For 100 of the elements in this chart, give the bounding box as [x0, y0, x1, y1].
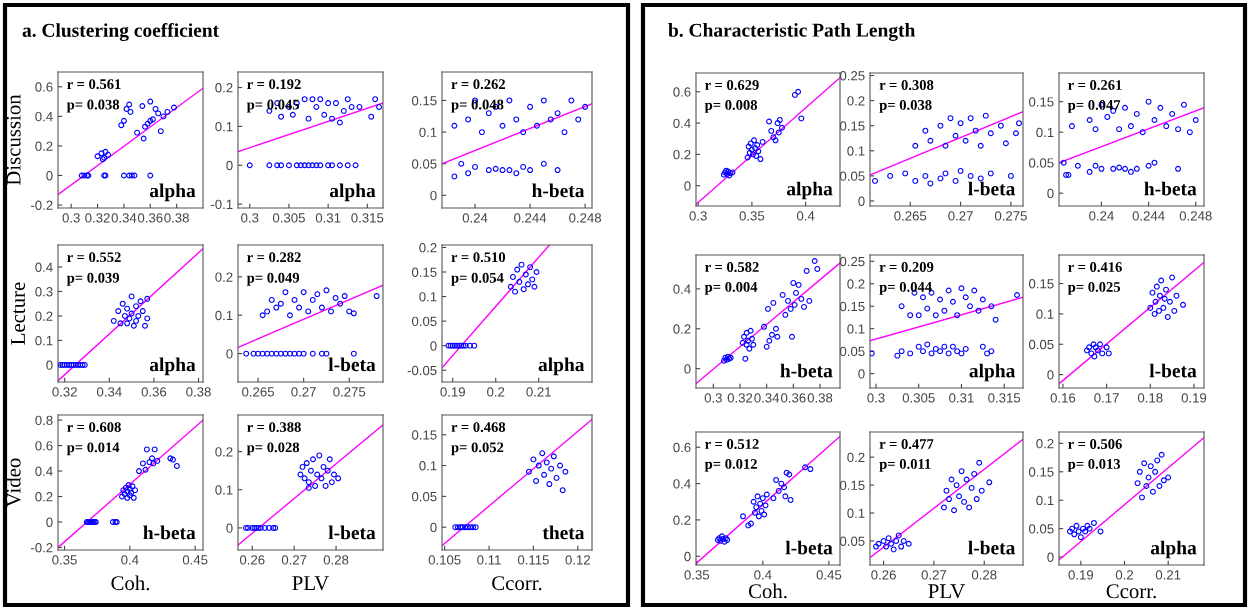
- y-tick-label: 0: [858, 369, 865, 379]
- y-tick-label: 0.1: [1036, 495, 1054, 506]
- y-tick-label: 0: [46, 360, 53, 370]
- y-tick-label: -0.1: [210, 199, 233, 210]
- y-tick-label: 0.2: [1036, 438, 1054, 449]
- y-tick-label: 0.25: [839, 256, 865, 267]
- y-tick-label: 0.1: [419, 292, 437, 302]
- y-tick-label: 0.1: [847, 508, 865, 518]
- x-tick-label: 0.2: [1115, 570, 1134, 580]
- x-tick-label: 0.28: [971, 570, 997, 580]
- x-tick-label: 0.28: [323, 555, 349, 565]
- annotation: r = 0.477: [879, 439, 934, 449]
- x-tick-label: 0.27: [921, 570, 947, 580]
- annotation: p= 0.025: [1067, 282, 1121, 295]
- y-tick-label: 0.6: [35, 82, 53, 92]
- y-tick-label: 0.1: [419, 127, 437, 137]
- y-tick-label: 0.1: [1036, 309, 1054, 319]
- chart-title: a. Clustering coefficient: [22, 23, 220, 41]
- y-tick-label: 0.2: [35, 492, 53, 502]
- y-tick-label: 0.05: [839, 346, 865, 357]
- x-tick-label: 0.26: [239, 555, 265, 565]
- x-tick-label: 0.19: [1068, 570, 1094, 580]
- annotation: p= 0.011: [879, 459, 931, 472]
- annotation: p= 0.004: [704, 282, 758, 295]
- x-tick-label: 0.4: [121, 555, 139, 565]
- annotation: alpha: [1150, 540, 1197, 559]
- y-tick-label: 0: [226, 523, 233, 533]
- y-tick-label: 0.05: [1028, 524, 1054, 534]
- y-tick-label: 0.2: [673, 149, 691, 160]
- annotation: r = 0.629: [705, 80, 759, 90]
- annotation: r = 0.262: [451, 79, 506, 90]
- x-tick-label: 0.3: [62, 213, 80, 223]
- chart-title: b. Characteristic Path Length: [668, 23, 916, 41]
- x-tick-label: 0.11: [477, 555, 501, 565]
- y-tick-label: 0.25: [839, 71, 865, 81]
- annotation: p= 0.012: [704, 459, 757, 472]
- y-tick-label: 0.15: [1028, 279, 1054, 289]
- y-tick-label: 0.1: [35, 335, 53, 346]
- x-tick-label: 0.3: [704, 393, 722, 403]
- y-tick-label: 0: [46, 517, 53, 527]
- annotation: r = 0.608: [67, 422, 121, 433]
- y-tick-label: 0.1: [847, 146, 865, 156]
- x-tick-label: 0.275: [333, 387, 366, 397]
- y-tick-label: 0.1: [215, 310, 233, 321]
- x-tick-label: 0.17: [1094, 393, 1119, 403]
- y-tick-label: 0.8: [35, 415, 53, 426]
- x-tick-label: 0.305: [902, 393, 935, 403]
- x-tick-label: 0.36: [781, 393, 806, 403]
- annotation: alpha: [149, 183, 196, 202]
- y-tick-label: 0.05: [411, 159, 437, 169]
- x-axis-title: Ccorr.: [492, 576, 542, 591]
- x-tick-label: 0.27: [281, 555, 307, 565]
- x-tick-label: 0.105: [428, 555, 461, 565]
- x-tick-label: 0.34: [96, 387, 122, 397]
- annotation: p= 0.038: [66, 99, 120, 113]
- y-tick-label: 0: [430, 341, 437, 351]
- annotation: r = 0.552: [67, 252, 121, 263]
- x-tick-label: 0.31: [949, 393, 974, 403]
- annotation: alpha: [538, 357, 585, 376]
- x-tick-label: 0.16: [1050, 393, 1076, 403]
- annotation: p= 0.048: [451, 99, 504, 113]
- y-tick-label: 0.05: [411, 491, 437, 502]
- y-axis-title: Video: [5, 458, 21, 508]
- y-tick-label: 0.1: [215, 121, 233, 132]
- x-tick-label: 0.26: [871, 570, 896, 580]
- annotation: alpha: [329, 183, 376, 202]
- x-tick-label: 0.248: [569, 213, 602, 223]
- annotation: alpha: [149, 357, 196, 376]
- x-tick-label: 0.19: [440, 387, 465, 397]
- x-tick-label: 0.45: [182, 555, 208, 565]
- y-tick-label: 0.1: [419, 461, 437, 471]
- annotation: r = 0.308: [879, 80, 934, 90]
- x-tick-label: 0.24: [1089, 211, 1114, 221]
- x-tick-label: 0.27: [948, 211, 973, 221]
- annotation: r = 0.506: [1068, 439, 1122, 449]
- y-tick-label: 0: [684, 181, 691, 191]
- annotation: p= 0.038: [879, 100, 932, 113]
- y-tick-label: 0: [684, 551, 691, 562]
- y-tick-label: 0.1: [1036, 127, 1054, 138]
- y-tick-label: 0.15: [411, 430, 437, 440]
- annotation: r = 0.510: [451, 252, 506, 263]
- y-axis-title: Discussion: [6, 94, 21, 186]
- y-tick-label: 0.2: [419, 243, 437, 253]
- annotation: p= 0.052: [451, 442, 504, 456]
- y-tick-label: 0: [430, 190, 437, 201]
- y-tick-label: 0.2: [673, 515, 691, 525]
- y-tick-label: 0.05: [839, 171, 865, 181]
- y-tick-label: 0.2: [847, 279, 865, 289]
- x-tick-label: 0.36: [141, 387, 167, 397]
- y-tick-label: 0: [684, 364, 691, 374]
- y-axis-title: Lecture: [11, 282, 26, 345]
- x-tick-label: 0.115: [517, 555, 549, 565]
- y-tick-label: -0.05: [407, 365, 437, 376]
- y-tick-label: 0.05: [1028, 158, 1054, 168]
- y-tick-label: 0.2: [215, 272, 233, 282]
- y-tick-label: 0.15: [839, 121, 865, 131]
- annotation: r = 0.561: [67, 79, 121, 90]
- annotation: h-beta: [1144, 181, 1197, 196]
- annotation: l-beta: [968, 540, 1016, 555]
- annotation: r = 0.582: [705, 262, 759, 272]
